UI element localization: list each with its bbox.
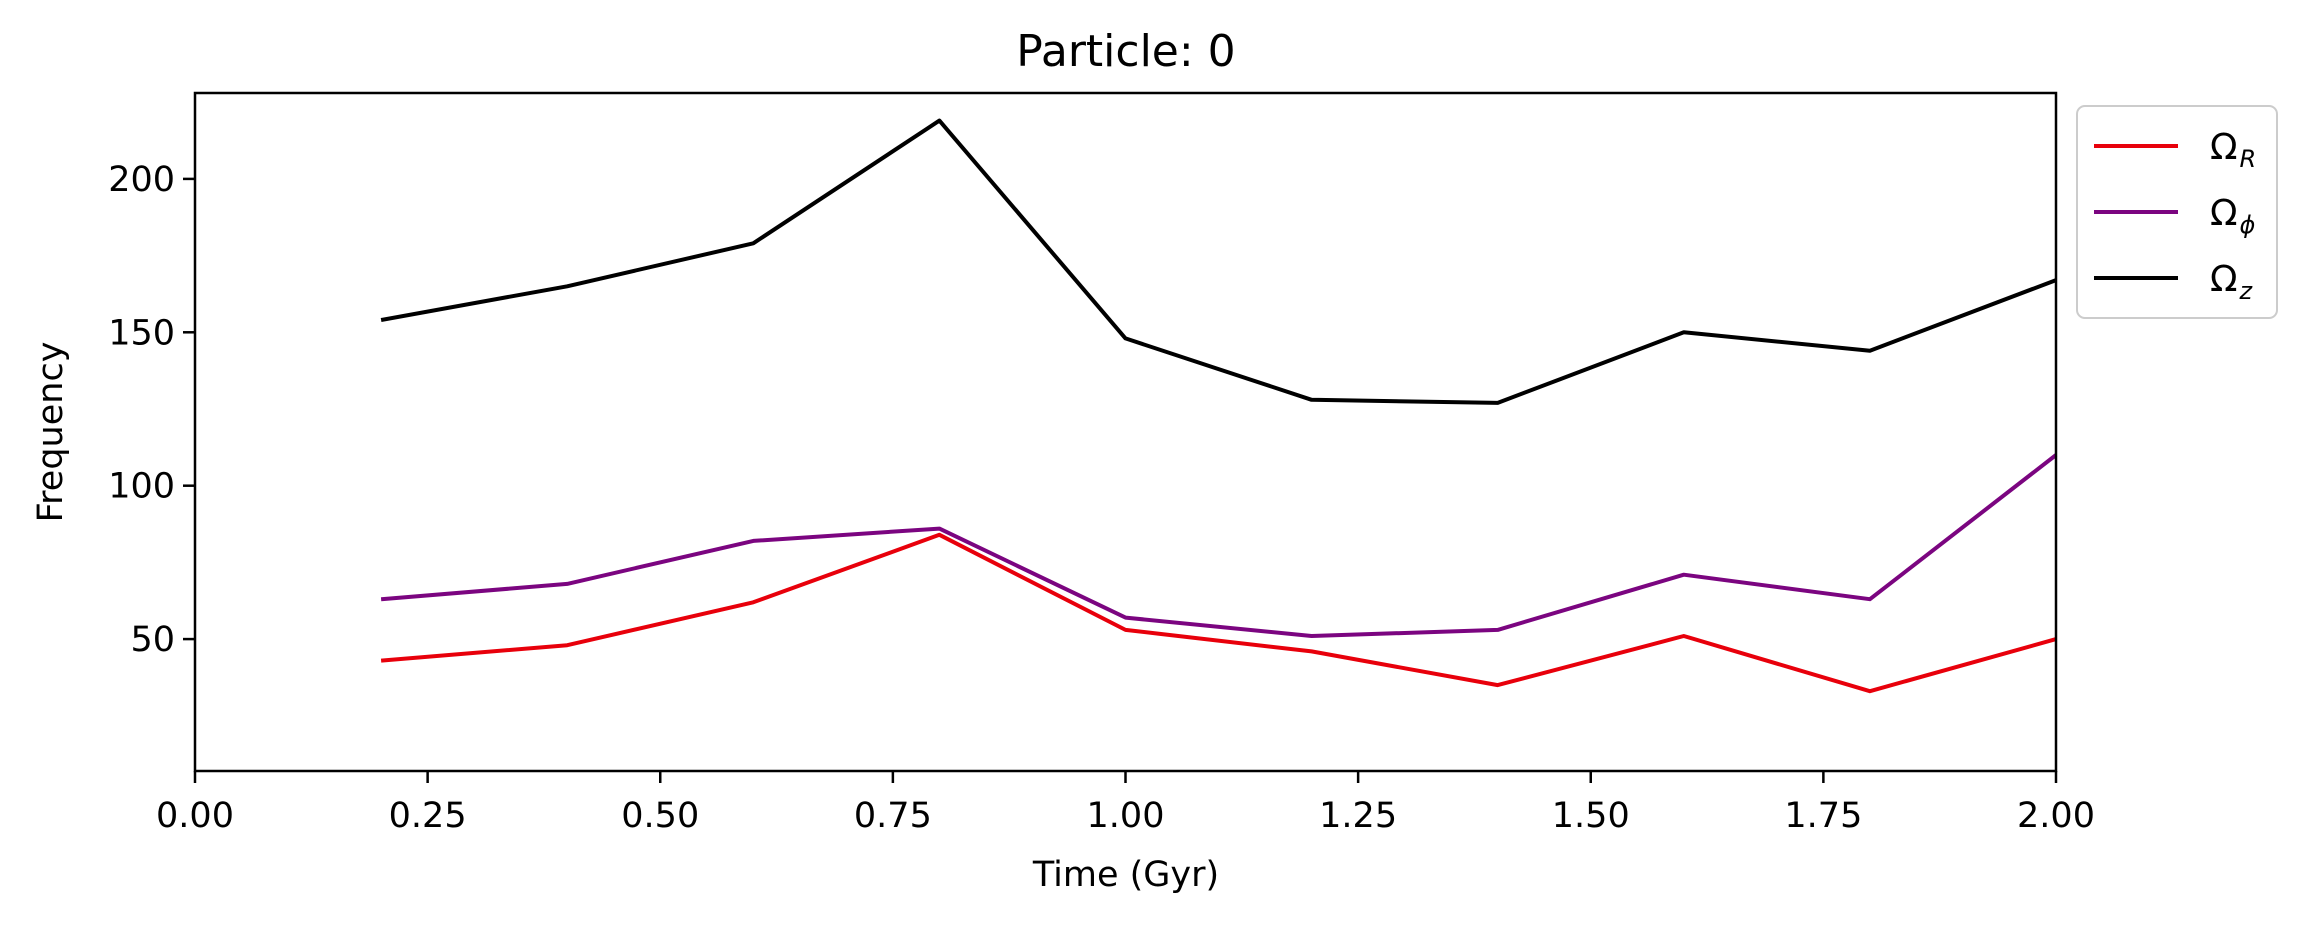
x-tick-label: 0.00: [156, 796, 234, 836]
x-tick-label: 1.75: [1784, 796, 1862, 836]
y-tick-label: 50: [130, 620, 175, 660]
x-tick-label: 0.75: [854, 796, 932, 836]
legend-label-0: ΩR: [2210, 127, 2256, 173]
y-axis: 50 100 150 200: [108, 160, 195, 660]
y-tick-label: 100: [108, 467, 175, 507]
y-axis-label: Frequency: [31, 342, 71, 523]
legend-label-1: Ωϕ: [2210, 193, 2256, 239]
x-tick-label: 0.25: [389, 796, 467, 836]
legend-label-2: Ωz: [2210, 259, 2254, 305]
x-tick-label: 1.25: [1319, 796, 1397, 836]
x-tick-label: 0.50: [621, 796, 699, 836]
x-axis: 0.00 0.25 0.50 0.75 1.00 1.25 1.50 1.75 2.00: [156, 771, 2095, 836]
legend: ΩR Ωϕ Ωz: [2076, 105, 2278, 319]
y-tick-label: 150: [108, 313, 175, 353]
series-layer: [380, 118, 2058, 694]
x-axis-label: Time (Gyr): [1032, 855, 1219, 895]
series-line-1: [380, 453, 2058, 638]
chart-title: Particle: 0: [1016, 26, 1235, 77]
series-line-0: [380, 532, 2057, 694]
x-tick-label: 1.50: [1552, 796, 1630, 836]
y-tick-label: 200: [108, 160, 175, 200]
x-tick-label: 2.00: [2017, 796, 2095, 836]
x-tick-label: 1.00: [1087, 796, 1165, 836]
series-line-2: [380, 118, 2057, 405]
plot-frame: [193, 91, 2058, 773]
